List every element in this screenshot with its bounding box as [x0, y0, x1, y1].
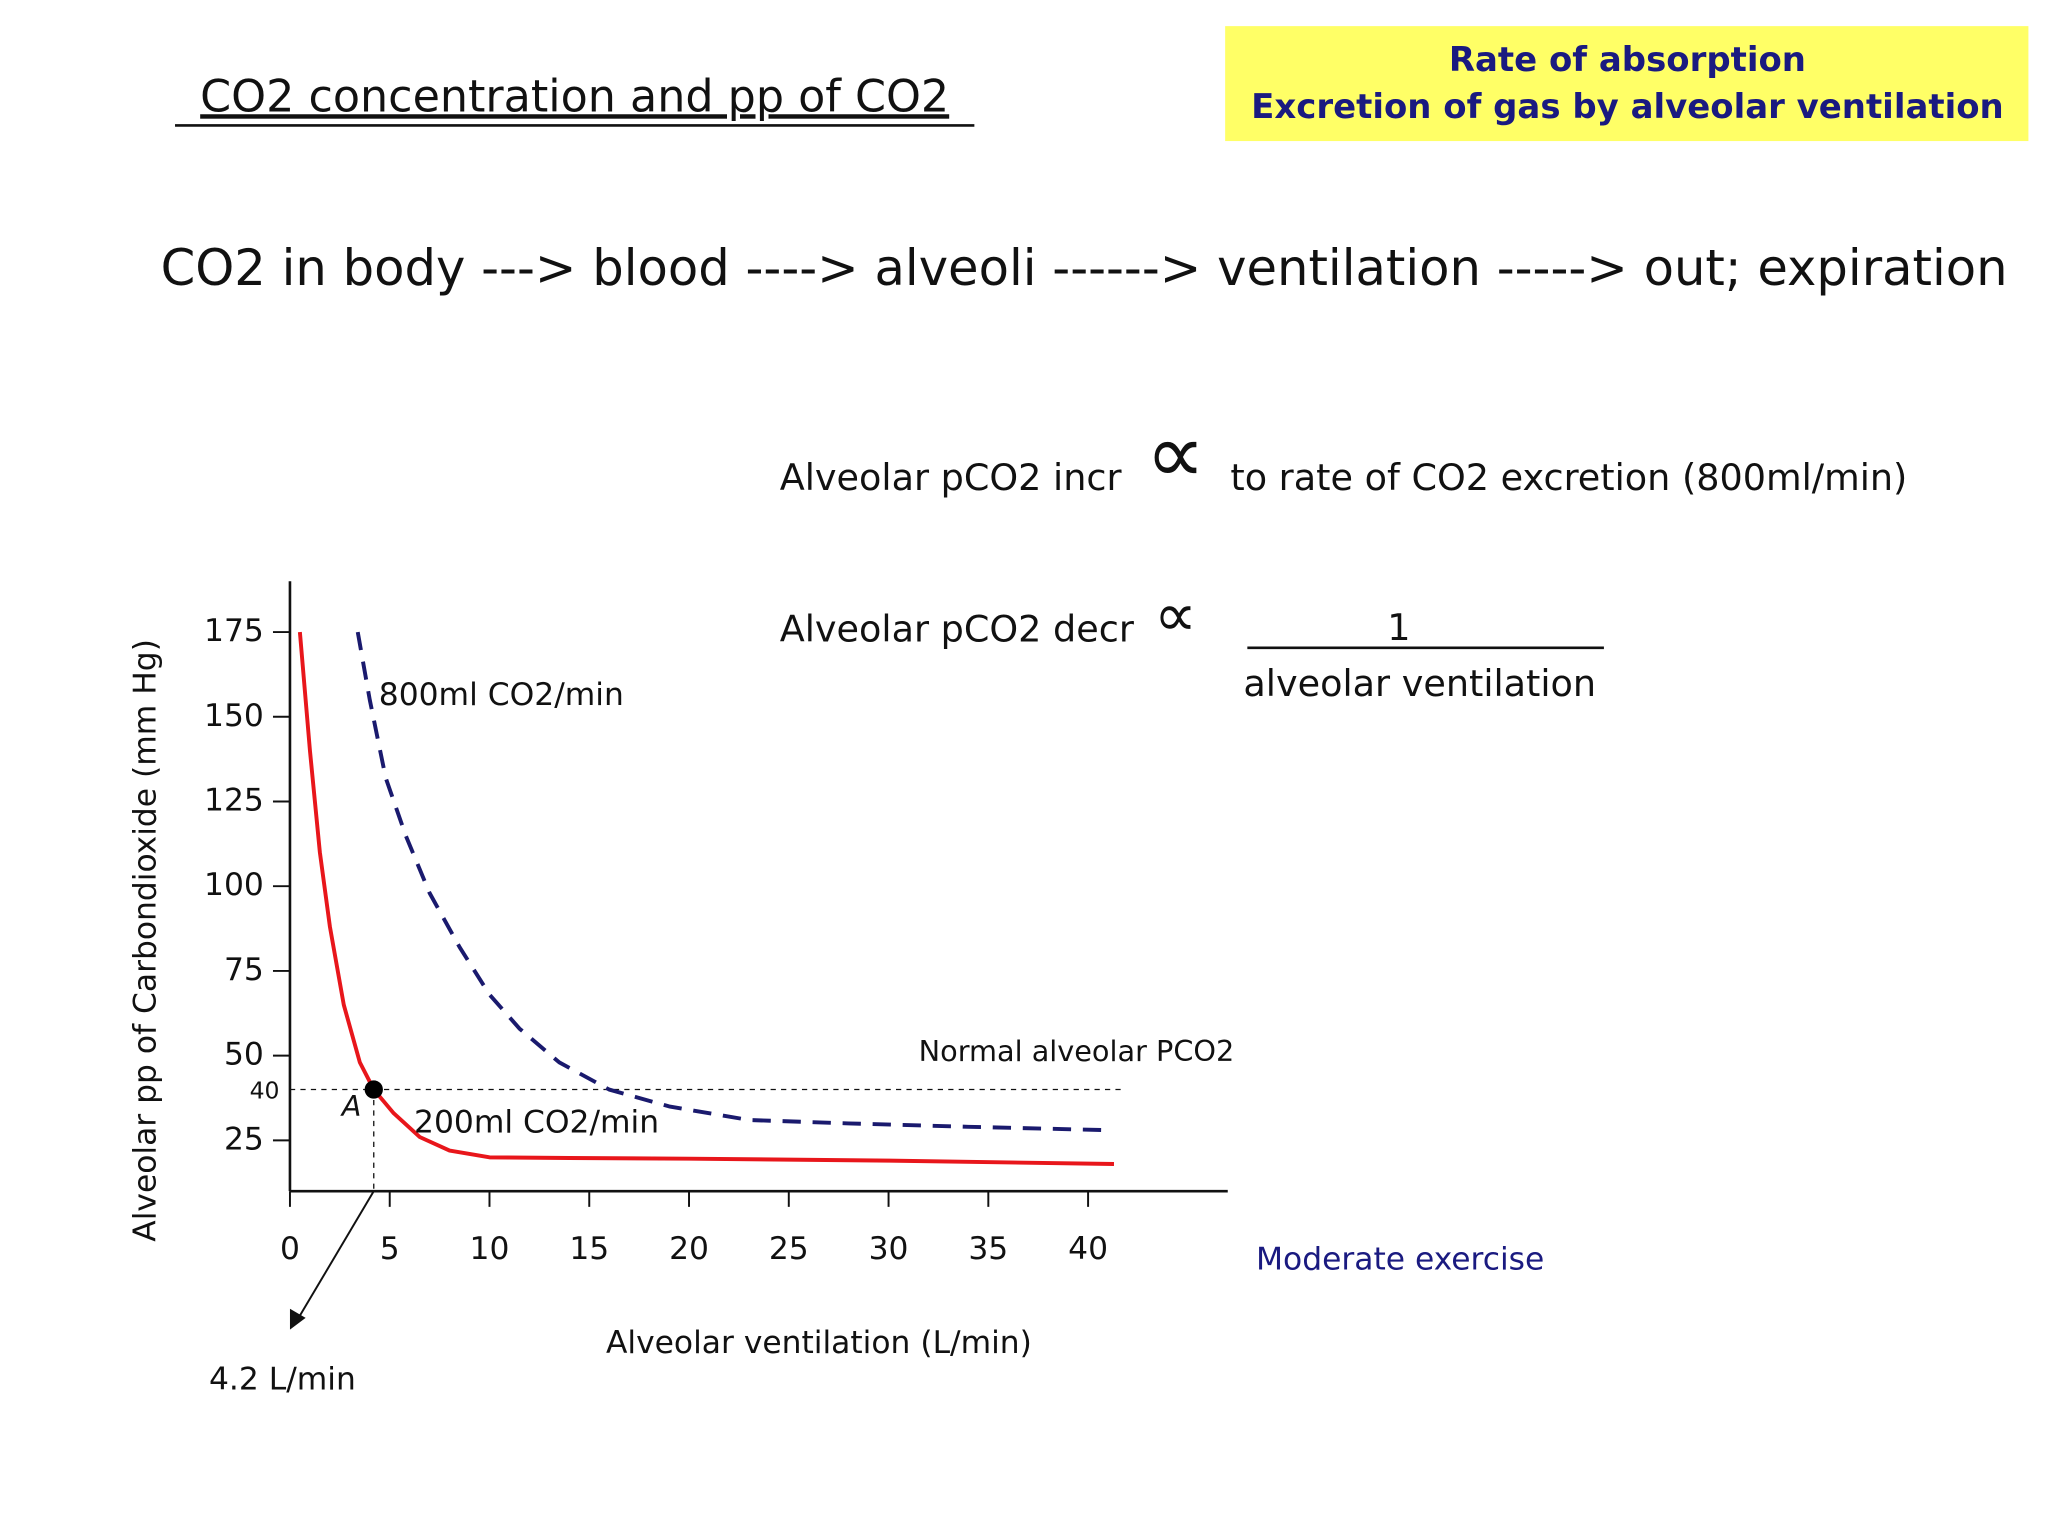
reference-value: 40: [250, 1077, 280, 1105]
point-marker: [364, 1080, 383, 1099]
point-x-label: 4.2 L/min: [209, 1362, 356, 1398]
y-tick-label: 50: [224, 1037, 264, 1073]
proportional-symbol: ∝: [1146, 405, 1206, 503]
reference-label: Normal alveolar PCO2: [919, 1034, 1235, 1068]
x-tick-label: 10: [470, 1231, 510, 1267]
chart: 25 50 75 100 125 150 175 0 5 10 15 20 25 30 35 40 Alveol…: [127, 581, 1544, 1398]
series-label: 800ml CO2/min: [379, 677, 624, 713]
y-tick-label: 75: [224, 952, 264, 988]
slide-title: CO2 concentration and pp of CO2: [200, 71, 949, 122]
x-tick-label: 40: [1068, 1231, 1108, 1267]
x-tick-label: 35: [968, 1231, 1008, 1267]
proportional-symbol: ∝: [1154, 581, 1197, 651]
pointer-arrow: [296, 1190, 375, 1320]
x-tick-label: 15: [569, 1231, 609, 1267]
point-label: A: [340, 1089, 362, 1123]
y-tick-label: 100: [204, 867, 264, 903]
series-line: [297, 631, 1115, 1166]
y-tick-label: 150: [204, 698, 264, 734]
relation-left: Alveolar pCO2 decr: [780, 607, 1135, 650]
x-tick-label: 30: [869, 1231, 909, 1267]
topic-box: [1225, 26, 2029, 142]
flow-text: CO2 in body ---> blood ----> alveoli ---…: [161, 239, 2008, 297]
relation-left: Alveolar pCO2 incr: [780, 456, 1123, 499]
y-tick-label: 175: [204, 613, 264, 649]
x-tick-label: 5: [380, 1231, 400, 1267]
fraction-numerator: 1: [1387, 606, 1410, 649]
relation-right: to rate of CO2 excretion (800ml/min): [1230, 456, 1907, 499]
arrow-head: [289, 1308, 306, 1330]
series-line: [355, 631, 1109, 1133]
annotation: Moderate exercise: [1256, 1241, 1544, 1277]
x-tick-label: 25: [769, 1231, 809, 1267]
x-tick-label: 20: [669, 1231, 709, 1267]
y-tick-label: 125: [204, 782, 264, 818]
y-axis-label: Alveolar pp of Carbondioxide (mm Hg): [127, 639, 163, 1242]
x-axis-label: Alveolar ventilation (L/min): [606, 1325, 1032, 1361]
series-label: 200ml CO2/min: [414, 1104, 659, 1140]
topic-line: Excretion of gas by alveolar ventilation: [1251, 87, 2004, 127]
y-tick-label: 25: [224, 1121, 264, 1157]
x-tick-label: 0: [280, 1231, 300, 1267]
topic-line: Rate of absorption: [1449, 40, 1806, 80]
fraction-denominator: alveolar ventilation: [1243, 662, 1596, 705]
